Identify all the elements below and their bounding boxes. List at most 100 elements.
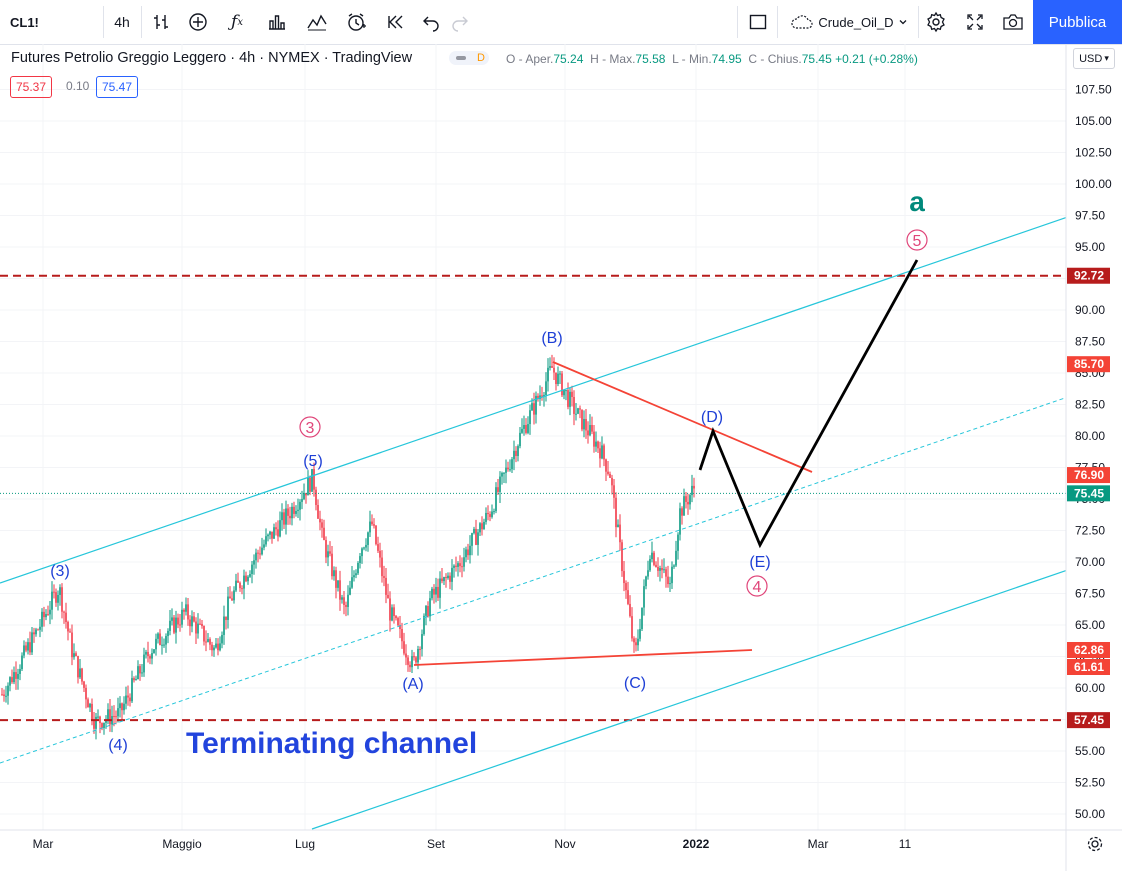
close-value: 75.45 (801, 52, 832, 66)
candle-body (565, 390, 567, 392)
candle-body (513, 450, 515, 460)
candle-body (241, 588, 243, 590)
camera-icon[interactable] (998, 0, 1028, 44)
candle-body (423, 615, 425, 635)
candle-body (399, 625, 401, 629)
bar-style-icon[interactable] (146, 0, 176, 44)
candle-body (345, 605, 347, 607)
candle-body (459, 563, 461, 567)
candle-body (103, 722, 105, 728)
fullscreen-icon[interactable] (960, 0, 990, 44)
gear-icon[interactable] (921, 0, 951, 44)
price-tick-label: 82.50 (1075, 398, 1105, 412)
candle-body (1, 694, 3, 696)
candle-body (55, 592, 57, 603)
candle-body (355, 573, 357, 576)
candle-body (683, 496, 685, 516)
candle-body (135, 679, 137, 681)
symbol-legend: Futures Petrolio Greggio Leggero · 4h · … (11, 50, 412, 66)
redo-icon[interactable] (445, 0, 475, 44)
candle-body (661, 568, 663, 571)
undo-icon[interactable] (416, 0, 446, 44)
channel-midline (0, 397, 1067, 764)
wave-label: 5 (913, 233, 922, 250)
chart-settings-gear-icon[interactable] (1087, 836, 1103, 852)
candle-body (569, 391, 571, 407)
candle-body (81, 668, 83, 682)
candle-body (121, 703, 123, 711)
candle-body (281, 512, 283, 521)
candle-body (685, 496, 687, 502)
candle-body (129, 697, 131, 702)
replay-icon[interactable] (381, 0, 411, 44)
data-status-badge[interactable]: D (449, 51, 489, 65)
candle-body (37, 629, 39, 631)
symbol-search-button[interactable]: CL1! (10, 14, 39, 30)
wave-label: 3 (306, 420, 315, 437)
candle-body (591, 425, 593, 432)
publish-button[interactable]: Pubblica (1033, 0, 1122, 44)
candle-body (603, 445, 605, 460)
candle-body (219, 643, 221, 651)
candle-body (127, 695, 129, 698)
candle-body (599, 448, 601, 459)
wave-label-circle (906, 229, 928, 251)
select-layout-icon[interactable] (743, 0, 773, 44)
candle-body (321, 522, 323, 528)
candle-body (177, 617, 179, 625)
ask-price[interactable]: 75.47 (96, 76, 139, 98)
wave-label-circle (746, 575, 768, 597)
time-tick-label: 11 (899, 837, 912, 851)
templates-icon[interactable] (262, 0, 292, 44)
toolbar-divider (918, 6, 919, 38)
candle-body (307, 477, 309, 496)
candle-body (541, 395, 543, 397)
add-indicator-icon[interactable] (183, 0, 213, 44)
candle-body (309, 477, 311, 492)
candle-body (261, 547, 263, 555)
price-label-value: 75.45 (1074, 486, 1104, 500)
candle-body (635, 642, 637, 646)
candle-body (439, 578, 441, 598)
candle-body (563, 390, 565, 396)
candle-body (691, 485, 693, 496)
candle-body (375, 525, 377, 545)
interval-button[interactable]: 4h (114, 14, 130, 30)
channel-line-lower (311, 569, 1067, 830)
candle-body (417, 648, 419, 663)
candle-body (419, 648, 421, 650)
candle-body (633, 638, 635, 643)
candle-body (141, 672, 143, 674)
candle-body (451, 567, 453, 582)
candle-body (583, 418, 585, 430)
wave-degree-label: a (909, 186, 925, 217)
candle-body (427, 605, 429, 617)
bid-price[interactable]: 75.37 (10, 76, 53, 98)
candle-body (115, 716, 117, 718)
candle-body (363, 547, 365, 549)
candle-body (215, 643, 217, 648)
alert-icon[interactable] (341, 0, 371, 44)
candle-body (443, 577, 445, 582)
price-label-box (1067, 712, 1110, 729)
candle-body (183, 609, 185, 612)
currency-select[interactable]: USD ▾ (1073, 48, 1115, 69)
time-axis[interactable]: Mar Maggio Lug Set Nov 2022 Mar 11 (0, 829, 1122, 852)
layout-name-button[interactable]: Crude_Oil_D (784, 0, 914, 44)
candle-body (305, 492, 307, 496)
price-axis[interactable]: 107.50105.00102.50100.0097.5095.0092.509… (1065, 44, 1112, 871)
candle-body (275, 527, 277, 530)
candle-body (555, 372, 557, 384)
indicators-icon[interactable] (302, 0, 332, 44)
candle-body (387, 594, 389, 599)
candle-body (59, 587, 61, 595)
candle-body (327, 551, 329, 558)
time-tick-label: Lug (295, 837, 315, 851)
candle-body (217, 643, 219, 651)
candle-body (377, 544, 379, 551)
candle-body (335, 570, 337, 588)
candle-body (453, 565, 455, 568)
candle-body (627, 590, 629, 604)
